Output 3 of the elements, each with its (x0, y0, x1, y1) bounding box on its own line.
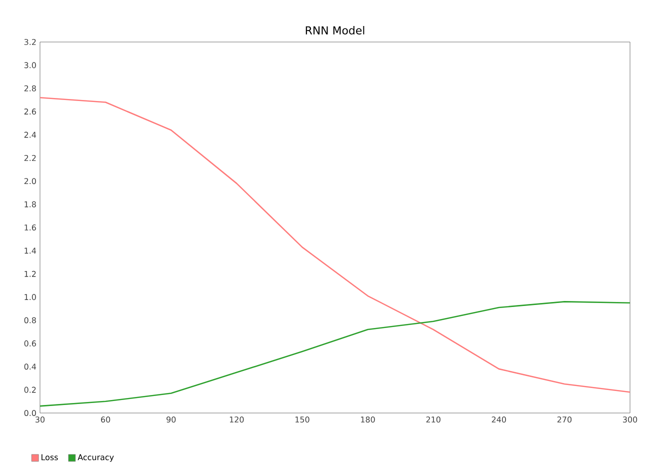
line-series (40, 97, 630, 393)
chart-title: RNN Model (306, 26, 364, 34)
line-series (40, 301, 630, 407)
